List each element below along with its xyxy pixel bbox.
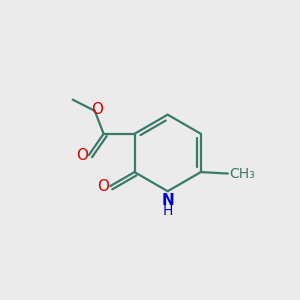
Text: N: N xyxy=(161,193,174,208)
Text: H: H xyxy=(163,204,173,218)
Text: O: O xyxy=(97,178,109,194)
Text: O: O xyxy=(91,102,103,117)
Text: CH₃: CH₃ xyxy=(230,167,255,181)
Text: O: O xyxy=(76,148,88,163)
